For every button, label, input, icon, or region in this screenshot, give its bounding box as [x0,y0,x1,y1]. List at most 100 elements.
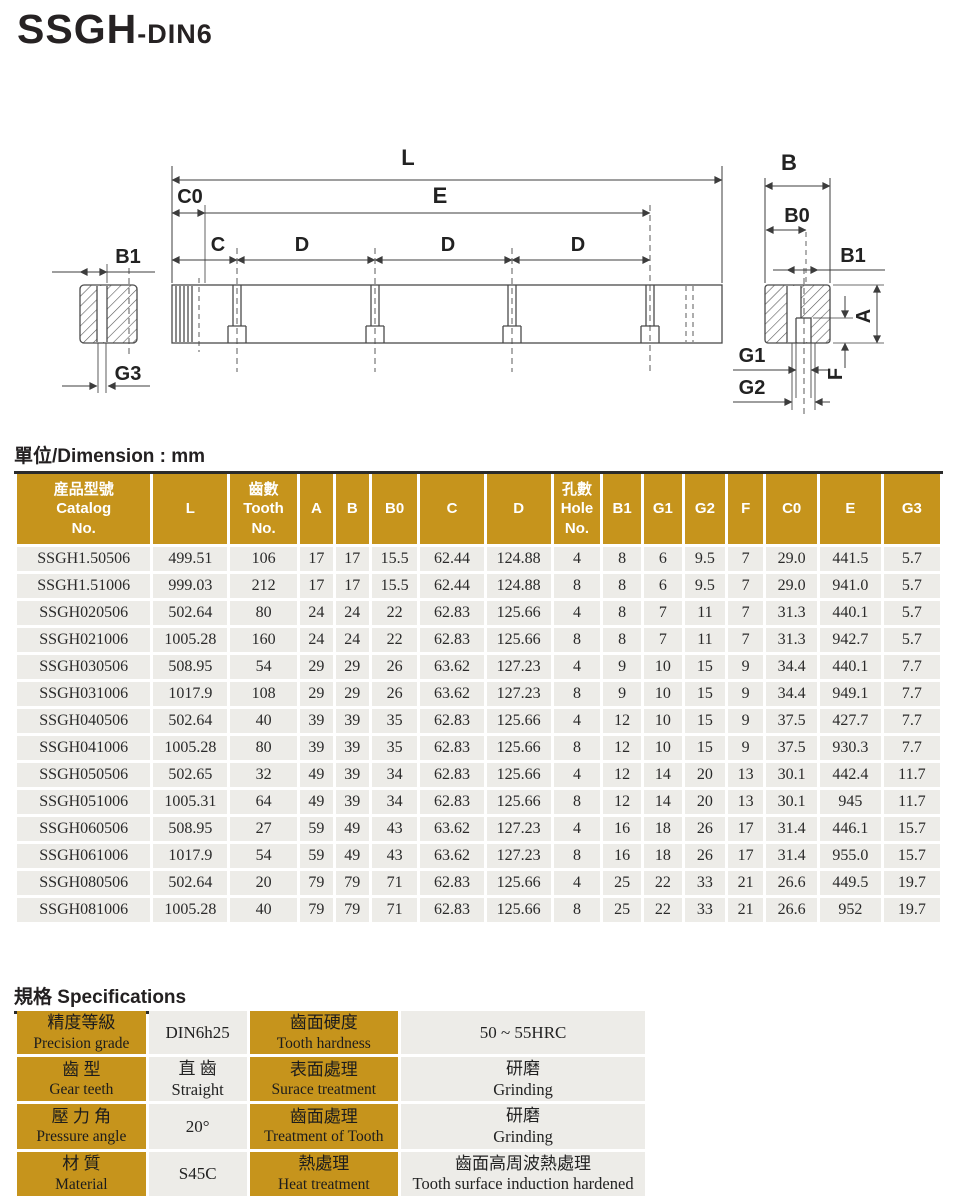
table-row: SSGH040506 502.64 40 39 39 35 62.83 125.66 4 12 10… [17,709,940,733]
spec-text-line: Pressure angle [36,1128,127,1146]
hole-2 [365,248,385,372]
value-cell: 1005.28 [153,736,228,760]
spec-text-line: 50 ~ 55HRC [479,1022,567,1042]
value-cell: 10 [643,736,682,760]
value-cell: 15.5 [371,574,418,598]
spec-label-cell: 表面處理 Surace treatment [249,1057,399,1102]
column-header: 産品型號 Catalog No. [17,474,151,544]
value-cell: 125.66 [486,898,551,922]
value-cell: 955.0 [820,844,881,868]
value-cell: 24 [335,628,369,652]
dim-label-E: E [433,183,448,208]
value-cell: 7 [728,601,764,625]
value-cell: 62.83 [420,898,484,922]
table-row: SSGH080506 502.64 20 79 79 71 62.83 125.66 4 25 22… [17,871,940,895]
value-cell: 127.23 [486,817,551,841]
value-cell: 29 [335,682,369,706]
value-cell: 8 [603,574,641,598]
value-cell: 7.7 [883,682,940,706]
value-cell: 127.23 [486,682,551,706]
value-cell: 37.5 [766,736,818,760]
column-header: A [299,474,333,544]
value-cell: 39 [335,790,369,814]
spec-value-cell: 50 ~ 55HRC [401,1011,645,1054]
value-cell: 21 [728,898,764,922]
value-cell: 71 [371,871,418,895]
catalog-cell: SSGH060506 [17,817,151,841]
spec-text-line: S45C [178,1163,217,1183]
value-cell: 4 [553,655,601,679]
column-header: G3 [883,474,940,544]
value-cell: 34.4 [766,682,818,706]
value-cell: 15.5 [371,547,418,571]
value-cell: 108 [230,682,297,706]
rack-side-view [171,284,723,344]
value-cell: 502.64 [153,601,228,625]
value-cell: 930.3 [820,736,881,760]
value-cell: 49 [335,844,369,868]
catalog-cell: SSGH080506 [17,871,151,895]
dim-label-G2: G2 [739,377,766,399]
value-cell: 8 [553,574,601,598]
spec-text-line: 熱處理 [298,1154,350,1174]
value-cell: 11 [684,601,726,625]
value-cell: 8 [553,682,601,706]
value-cell: 12 [603,709,641,733]
dim-label-D1: D [295,234,309,256]
spec-value-cell: 直 齒 Straight [148,1057,247,1102]
value-cell: 25 [603,871,641,895]
spec-text-line: 齒面處理 [289,1107,358,1126]
value-cell: 80 [230,736,297,760]
value-cell: 9 [728,709,764,733]
value-cell: 11.7 [883,763,940,787]
spec-text-line: Grinding [493,1079,553,1099]
table-row: SSGH081006 1005.28 40 79 79 71 62.83 125.66 8 25 2… [17,898,940,922]
spec-text-line: 研磨 [506,1059,541,1078]
catalog-cell: SSGH081006 [17,898,151,922]
value-cell: 17 [299,574,333,598]
value-cell: 39 [335,763,369,787]
spec-text-line: Tooth hardness [276,1034,371,1052]
table-row: SSGH041006 1005.28 80 39 39 35 62.83 125.66 8 12 1… [17,736,940,760]
value-cell: 62.83 [420,601,484,625]
spec-text-line: Treatment of Tooth [264,1128,384,1146]
value-cell: 449.5 [820,871,881,895]
catalog-cell: SSGH050506 [17,763,151,787]
spec-text-line: Heat treatment [277,1175,370,1193]
value-cell: 62.83 [420,871,484,895]
value-cell: 502.64 [153,709,228,733]
value-cell: 79 [299,871,333,895]
value-cell: 29.0 [766,547,818,571]
value-cell: 49 [299,790,333,814]
spec-label-cell: 材 質 Material [17,1151,146,1196]
value-cell: 59 [299,817,333,841]
column-header: B1 [603,474,641,544]
spec-label-cell: 壓 力 角 Pressure angle [17,1104,146,1149]
dimension-table-head: 産品型號 Catalog No. L 齒數 Tooth No. A B B0 C D 孔數 Hole No.… [17,474,940,544]
value-cell: 39 [335,736,369,760]
value-cell: 63.62 [420,682,484,706]
spec-text-line: 表面處理 [289,1059,358,1079]
catalog-cell: SSGH1.51006 [17,574,151,598]
value-cell: 442.4 [820,763,881,787]
value-cell: 26.6 [766,898,818,922]
value-cell: 440.1 [820,601,881,625]
column-header: G2 [684,474,726,544]
hole-1 [227,248,247,372]
rack-technical-drawing: L C0 E C D D D B1 G3 B B0 B1 A F G1 G2 [52,145,885,414]
value-cell: 17 [335,547,369,571]
value-cell: 7.7 [883,709,940,733]
value-cell: 125.66 [486,790,551,814]
value-cell: 16 [603,817,641,841]
value-cell: 9 [728,736,764,760]
value-cell: 62.44 [420,574,484,598]
spec-text-line: 精度等級 [47,1013,116,1033]
value-cell: 508.95 [153,817,228,841]
value-cell: 4 [553,817,601,841]
value-cell: 54 [230,655,297,679]
spec-text-line: Precision grade [33,1034,130,1052]
value-cell: 4 [553,709,601,733]
value-cell: 62.83 [420,736,484,760]
value-cell: 35 [371,709,418,733]
